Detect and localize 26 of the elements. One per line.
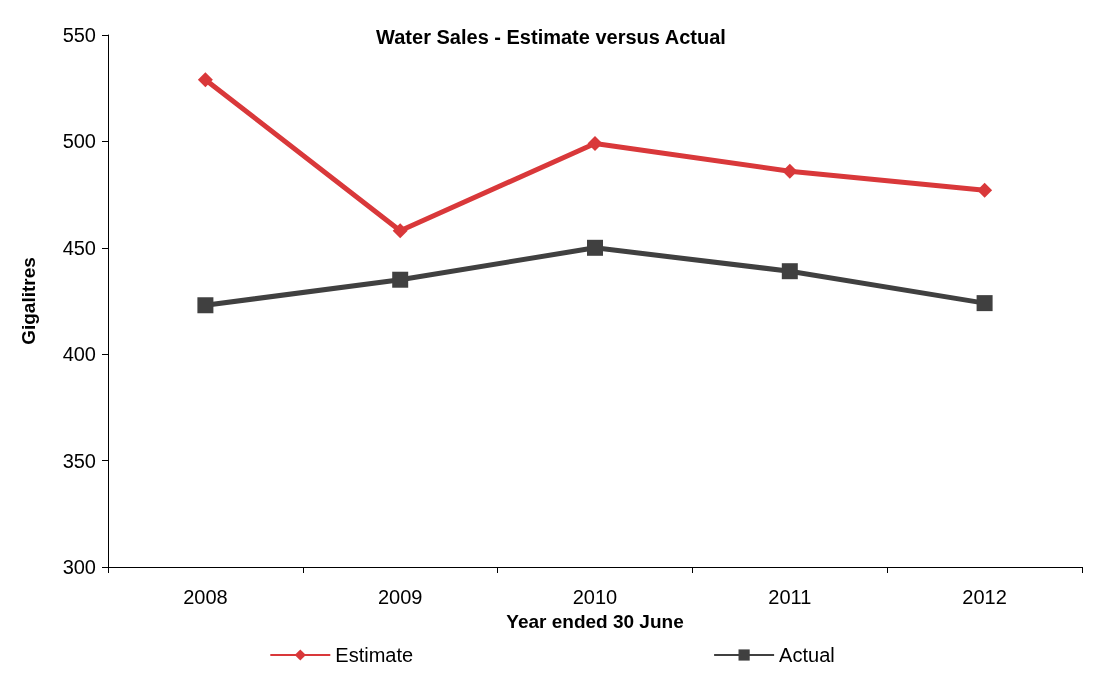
- point: [392, 271, 409, 288]
- x-tick-label: 2011: [768, 586, 812, 608]
- legend-label: Actual: [779, 644, 835, 666]
- x-tick-label: 2009: [377, 586, 423, 608]
- legend-label: Estimate: [335, 644, 414, 666]
- point: [392, 223, 408, 239]
- y-tick-label: 550: [62, 24, 96, 46]
- point: [197, 72, 213, 88]
- y-tick-label: 400: [62, 343, 96, 366]
- point: [197, 297, 214, 314]
- point: [587, 239, 603, 256]
- y-tick-label: 500: [62, 130, 96, 153]
- x-tick-label: 2008: [183, 586, 228, 608]
- x-tick-label: 2010: [572, 586, 618, 608]
- point: [977, 182, 993, 198]
- y-axis-title: Gigalitres: [18, 257, 39, 345]
- point: [782, 163, 798, 179]
- y-tick-label: 300: [62, 556, 96, 578]
- x-tick-label: 2012: [962, 586, 1007, 608]
- point: [587, 136, 603, 152]
- y-tick-label: 450: [62, 236, 96, 259]
- y-tick-label: 350: [62, 449, 96, 472]
- point: [976, 295, 993, 312]
- point: [781, 263, 798, 280]
- x-axis-title: Year ended 30 June: [506, 610, 684, 632]
- chart-title: Water Sales - Estimate versus Actual: [376, 26, 726, 48]
